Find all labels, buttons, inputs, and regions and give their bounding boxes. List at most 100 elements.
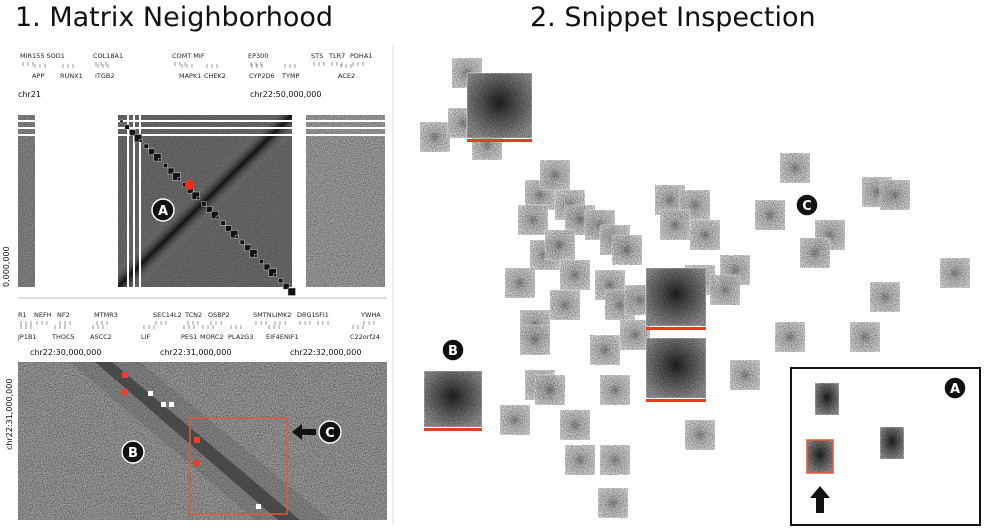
snippet-selected bbox=[806, 439, 834, 474]
marker bbox=[441, 338, 465, 362]
gene-label: TCN2 bbox=[184, 311, 202, 319]
gene-label: COL18A1 bbox=[93, 52, 123, 60]
marker bbox=[318, 420, 342, 444]
gene-label: MIR155 SOD1 bbox=[20, 52, 65, 60]
snippet-noise bbox=[550, 290, 580, 320]
diagonal-block bbox=[263, 263, 271, 271]
diagonal-block bbox=[191, 191, 200, 200]
snippet-noise bbox=[598, 488, 628, 518]
snippet-noise bbox=[710, 275, 740, 305]
gene-label: TLR7 bbox=[328, 52, 345, 60]
snippet-noise bbox=[880, 180, 910, 210]
gene-label: C22orf24 bbox=[350, 333, 380, 341]
diagonal-block bbox=[138, 138, 143, 143]
snippet-noise bbox=[620, 320, 650, 350]
axis-label: 0,000,000 bbox=[2, 246, 11, 287]
snippet-noise bbox=[540, 160, 570, 190]
snippets bbox=[419, 57, 971, 519]
diagonal-block bbox=[148, 148, 156, 156]
diagonal-block bbox=[206, 206, 213, 213]
snippet-noise bbox=[505, 268, 535, 298]
diagonal-block bbox=[278, 278, 284, 284]
snippet-noise bbox=[850, 322, 880, 352]
snippet-noise bbox=[565, 445, 595, 475]
snippet-noise bbox=[467, 73, 532, 138]
gene-label: OSBP2 bbox=[208, 311, 230, 319]
gene-label: SEC14L2 bbox=[153, 311, 182, 319]
snippet-noise bbox=[815, 383, 839, 415]
diagonal-block bbox=[134, 134, 143, 143]
panel-title: 2. Snippet Inspection bbox=[530, 2, 816, 33]
diagonal-block bbox=[172, 172, 181, 181]
diagonal-block bbox=[273, 273, 277, 277]
diagonal-block bbox=[158, 158, 162, 162]
snippet-noise bbox=[420, 122, 450, 152]
snippet-noise bbox=[518, 205, 548, 235]
gene-label: TYMP bbox=[281, 72, 300, 80]
gene-label: MTMR3 bbox=[94, 311, 118, 319]
diagonal-block bbox=[220, 220, 226, 226]
diagonal-block bbox=[225, 225, 232, 232]
diagonal-block bbox=[230, 230, 239, 239]
gene-label: APP bbox=[32, 72, 44, 80]
snippet-noise bbox=[646, 268, 706, 326]
gene-label: YWHA bbox=[360, 311, 381, 319]
panel-title: 1. Matrix Neighborhood bbox=[15, 2, 333, 33]
marker-label: C bbox=[802, 199, 812, 214]
diagonal-block bbox=[268, 268, 277, 277]
marker-label: A bbox=[158, 204, 168, 219]
diagonal-block bbox=[282, 282, 290, 290]
diagonal-block bbox=[119, 119, 124, 124]
snippet-underline bbox=[424, 428, 482, 431]
diagonal-block bbox=[143, 143, 149, 149]
marker bbox=[151, 198, 175, 222]
snippet-noise bbox=[560, 260, 590, 290]
snippet-noise bbox=[940, 258, 970, 288]
gene-label: MORC2 bbox=[200, 333, 224, 341]
snippet-noise bbox=[660, 210, 690, 240]
snippet-noise bbox=[545, 230, 575, 260]
snippet-noise bbox=[775, 322, 805, 352]
gene-label: CYP2D6 bbox=[249, 72, 275, 80]
axis-label: chr22:31,000,000 bbox=[5, 379, 14, 450]
gene-label: PDHA1 bbox=[350, 52, 372, 60]
gene-label: PLA2G3 bbox=[228, 333, 253, 341]
snippet-noise bbox=[424, 371, 482, 427]
axis-label: chr22:50,000,000 bbox=[250, 90, 321, 99]
marker-label: C bbox=[325, 426, 335, 441]
gene-label: SFI1 bbox=[315, 311, 329, 319]
snippet-noise bbox=[612, 235, 642, 265]
gene-label: ACE2 bbox=[338, 72, 355, 80]
marker bbox=[943, 376, 967, 400]
gene-label: COMT MIF bbox=[172, 52, 205, 60]
diagonal-block bbox=[124, 124, 130, 130]
diagonal-block bbox=[129, 129, 136, 136]
gene-label: JP1B1 bbox=[17, 333, 37, 341]
diagonal-block bbox=[215, 215, 220, 220]
snippet-noise bbox=[646, 338, 706, 398]
snippet-noise bbox=[500, 405, 530, 435]
snippet-noise bbox=[870, 282, 900, 312]
snippet-noise bbox=[807, 440, 833, 473]
selection-box bbox=[189, 417, 288, 515]
snippet-noise bbox=[780, 153, 810, 183]
diagonal-block bbox=[196, 196, 201, 201]
axis-label: chr22:32,000,000 bbox=[290, 348, 361, 357]
gene-label: EIF4ENIF1 bbox=[266, 333, 299, 341]
snippet-underline bbox=[646, 327, 706, 330]
heatmap-noise bbox=[306, 115, 385, 287]
snippet-underline bbox=[467, 139, 532, 142]
snippet-noise bbox=[800, 238, 830, 268]
diagonal-block bbox=[244, 244, 252, 252]
snippet-noise bbox=[600, 375, 630, 405]
diagonal-block bbox=[162, 162, 168, 168]
heatmap-noise bbox=[18, 115, 35, 287]
arrow bbox=[810, 486, 830, 513]
diagonal-block bbox=[210, 210, 219, 219]
snippet-underline bbox=[646, 399, 706, 402]
arrow bbox=[292, 424, 316, 440]
snippet-locations bbox=[122, 372, 200, 466]
gene-label: SMTN bbox=[253, 311, 272, 319]
gene-label: R1 bbox=[18, 311, 27, 319]
